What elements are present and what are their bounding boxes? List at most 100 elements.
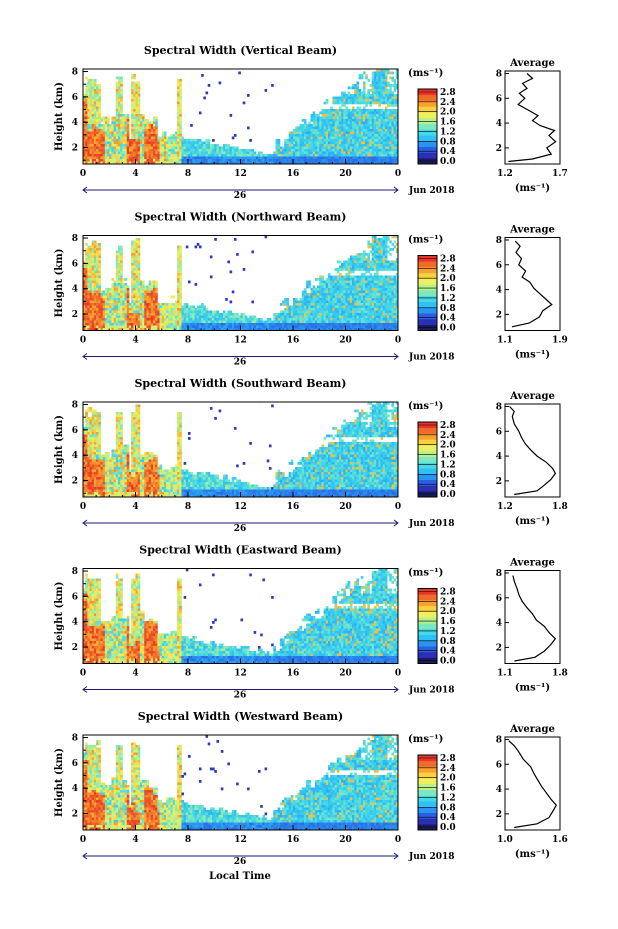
- heatmap-cell: [150, 325, 154, 329]
- heatmap-cell: [98, 114, 101, 117]
- heatmap-cell: [190, 161, 193, 165]
- heatmap-cell: [142, 320, 145, 324]
- heatmap-cell: [314, 121, 318, 125]
- heatmap-cell: [244, 151, 248, 155]
- heatmap-cell: [279, 310, 283, 314]
- heatmap-cell: [150, 146, 154, 150]
- heatmap-cell: [312, 111, 316, 115]
- heatmap-cell: [233, 238, 237, 241]
- heatmap-cell: [330, 149, 333, 152]
- heatmap-cell: [100, 134, 104, 137]
- heatmap-cell: [332, 96, 335, 100]
- heatmap-cell: [349, 323, 353, 326]
- heatmap-cell: [205, 310, 209, 314]
- heatmap-cell: [89, 320, 93, 324]
- heatmap-cell: [124, 288, 128, 291]
- heatmap-cell: [85, 106, 88, 110]
- heatmap-cell: [126, 318, 130, 321]
- heatmap-cell: [382, 111, 386, 115]
- heatmap-cell: [214, 161, 217, 165]
- heatmap-cell: [148, 293, 152, 296]
- heatmap-cell: [286, 325, 290, 329]
- heatmap-cell: [137, 313, 141, 316]
- heatmap-cell: [360, 258, 364, 261]
- heatmap-cell: [334, 139, 338, 142]
- heatmap-cell: [207, 144, 211, 147]
- heatmap-cell: [179, 126, 182, 130]
- heatmap-cell: [198, 325, 202, 329]
- heatmap-cell: [387, 99, 390, 102]
- heatmap-cell: [87, 89, 90, 92]
- heatmap-cell: [159, 310, 163, 314]
- heatmap-cell: [349, 298, 353, 301]
- heatmap-cell: [301, 295, 305, 299]
- heatmap-cell: [185, 144, 189, 147]
- heatmap-cell: [380, 129, 384, 132]
- heatmap-cell: [336, 119, 340, 122]
- heatmap-cell: [233, 151, 237, 155]
- heatmap-cell: [227, 318, 230, 321]
- heatmap-cell: [109, 325, 112, 329]
- heatmap-cell: [85, 154, 88, 157]
- heatmap-cell: [207, 320, 211, 324]
- heatmap-cell: [360, 126, 364, 130]
- heatmap-cell: [373, 161, 377, 165]
- heatmap-cell: [83, 96, 86, 100]
- heatmap-cell: [177, 156, 180, 160]
- heatmap-cell: [104, 134, 108, 137]
- heatmap-cell: [146, 154, 150, 157]
- heatmap-cell: [115, 149, 119, 152]
- heatmap-cell: [104, 146, 108, 150]
- heatmap-cell: [275, 161, 279, 165]
- heatmap-cell: [179, 250, 182, 254]
- heatmap-cell: [142, 303, 145, 306]
- heatmap-cell: [317, 315, 320, 319]
- heatmap-cell: [236, 320, 239, 324]
- heatmap-cell: [328, 129, 331, 132]
- heatmap-cell: [247, 149, 250, 152]
- heatmap-cell: [238, 156, 241, 160]
- heatmap-cells: [83, 235, 399, 331]
- heatmap-cell: [295, 308, 298, 311]
- heatmap-cell: [153, 323, 156, 326]
- heatmap-cell: [336, 303, 340, 306]
- heatmap-cell: [207, 325, 211, 329]
- heatmap-cell: [85, 320, 88, 324]
- heatmap-cell: [376, 119, 379, 122]
- heatmap-cell: [308, 318, 311, 321]
- heatmap-cell: [179, 154, 182, 157]
- heatmap-cell: [89, 290, 93, 294]
- heatmap-cell: [107, 149, 110, 152]
- heatmap-cell: [349, 124, 353, 127]
- heatmap-cell: [286, 161, 290, 165]
- heatmap-cell: [113, 121, 117, 125]
- heatmap-cell: [85, 91, 88, 95]
- heatmap-cell: [93, 134, 97, 137]
- heatmap-cell: [286, 323, 290, 326]
- heatmap-cell: [107, 144, 110, 147]
- heatmap-cell: [367, 116, 370, 120]
- heatmap-cell: [107, 328, 110, 331]
- heatmap-cell: [194, 323, 198, 326]
- heatmap-cell: [260, 323, 263, 326]
- heatmap-cell: [295, 328, 298, 331]
- heatmap-cell: [177, 139, 180, 142]
- heatmap-cell: [395, 109, 399, 112]
- heatmap-cell: [98, 265, 101, 269]
- heatmap-cell: [330, 325, 333, 329]
- heatmap-cell: [395, 86, 399, 90]
- heatmap-cell: [87, 298, 90, 301]
- heatmap-cell: [185, 323, 189, 326]
- heatmap-cell: [223, 315, 226, 319]
- heatmap-cell: [343, 96, 346, 100]
- heatmap-cell: [137, 278, 141, 281]
- heatmap-cell: [137, 144, 141, 147]
- date-axis-left-arrow: [82, 186, 88, 194]
- heatmap-cell: [192, 159, 195, 162]
- heatmap-cell: [380, 126, 384, 130]
- heatmap-cell: [142, 308, 145, 311]
- heatmap-cell: [293, 308, 296, 311]
- heatmap-cell: [177, 298, 180, 301]
- heatmap-cell: [286, 315, 290, 319]
